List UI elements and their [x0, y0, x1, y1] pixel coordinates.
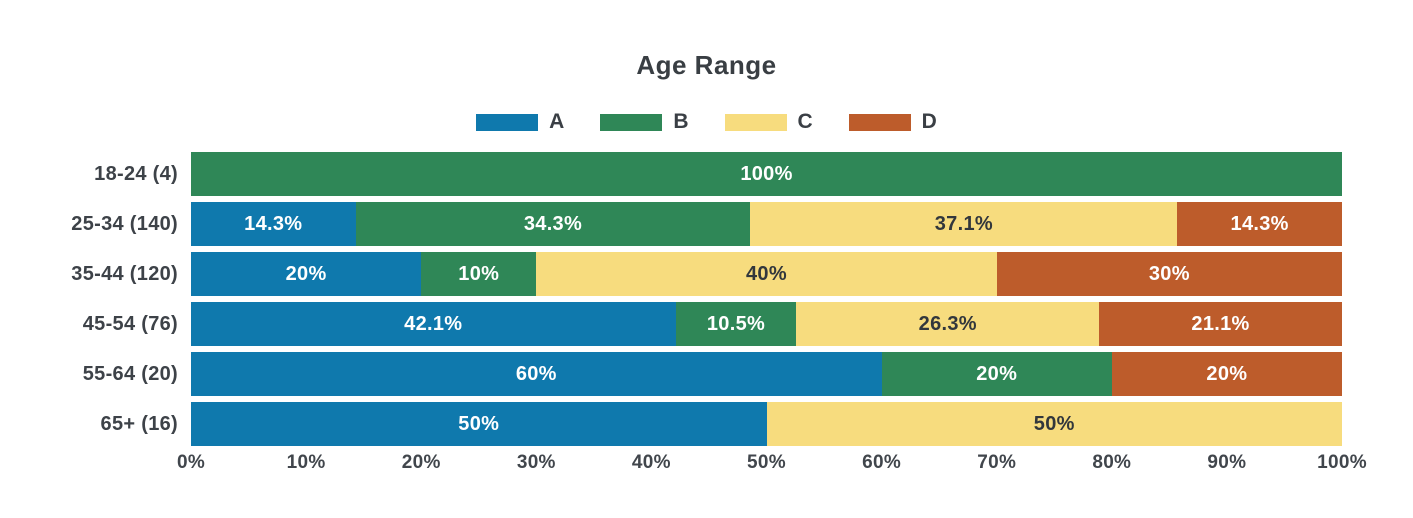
bar-row: 45-54 (76) 42.1% 10.5% 26.3% 21.1% — [0, 302, 1413, 346]
bar-segment-label: 20% — [976, 362, 1018, 385]
bar-segment-A: 42.1% — [191, 302, 676, 346]
bar-segment-D: 20% — [1111, 352, 1342, 396]
x-tick-label: 30% — [516, 452, 556, 473]
bar-segment-label: 21.1% — [1191, 312, 1250, 335]
bar-segment-B: 20% — [881, 352, 1112, 396]
x-tick-label: 100% — [1317, 452, 1367, 473]
bar-segment-label: 50% — [458, 412, 500, 435]
chart-title: Age Range — [636, 50, 777, 80]
bar-segment-label: 100% — [740, 162, 793, 185]
bar-segment-label: 60% — [515, 362, 557, 385]
legend-item-A: A — [476, 110, 564, 134]
bar-track: 100% — [191, 152, 1342, 196]
bar-row: 25-34 (140) 14.3% 34.3% 37.1% 14.3% — [0, 202, 1413, 246]
legend-label-D: D — [921, 110, 937, 133]
bar-segment-C: 26.3% — [796, 302, 1100, 346]
bar-row: 65+ (16) 50% 50% — [0, 402, 1413, 446]
bar-row: 35-44 (120) 20% 10% 40% 30% — [0, 252, 1413, 296]
y-axis-label: 18-24 (4) — [94, 162, 178, 185]
x-tick-label: 20% — [401, 452, 441, 473]
bar-segment-label: 14.3% — [1230, 212, 1289, 235]
bar-segment-C: 37.1% — [750, 202, 1178, 246]
bar-segment-label: 14.3% — [244, 212, 303, 235]
x-tick-label: 80% — [1092, 452, 1132, 473]
x-tick-label: 40% — [631, 452, 671, 473]
x-axis: 0% 10% 20% 30% 40% 50% 60% 70% 80% 90% 100% — [177, 452, 1367, 480]
bar-segment-label: 20% — [1206, 362, 1248, 385]
bar-segment-label: 37.1% — [934, 212, 993, 235]
bar-segment-label: 20% — [285, 262, 327, 285]
legend-item-D: D — [848, 110, 937, 134]
bar-segment-B: 10% — [421, 252, 537, 296]
legend-swatch-B — [600, 113, 663, 131]
bar-segment-A: 60% — [191, 352, 882, 396]
bar-segment-label: 50% — [1033, 412, 1075, 435]
bar-segment-B: 100% — [191, 152, 1342, 196]
legend-swatch-A — [476, 113, 539, 131]
bar-segment-C: 40% — [536, 252, 997, 296]
x-tick-label: 70% — [977, 452, 1017, 473]
bar-segment-D: 14.3% — [1177, 202, 1342, 246]
legend-label-C: C — [797, 110, 813, 133]
y-axis-label: 65+ (16) — [100, 412, 178, 435]
bar-segment-D: 30% — [996, 252, 1342, 296]
bar-segment-label: 34.3% — [523, 212, 583, 235]
y-axis-label: 35-44 (120) — [71, 262, 178, 285]
bar-track: 50% 50% — [191, 402, 1342, 446]
bar-row: 55-64 (20) 60% 20% 20% — [0, 352, 1413, 396]
bars-area: 18-24 (4) 100% 25-34 (140) 14.3% 34.3% 37.1% 1… — [0, 152, 1413, 446]
bar-segment-B: 34.3% — [355, 202, 751, 246]
y-axis-label: 55-64 (20) — [82, 362, 178, 385]
bar-segment-label: 10% — [458, 262, 500, 285]
legend-swatch-C — [724, 113, 787, 131]
bar-track: 42.1% 10.5% 26.3% 21.1% — [191, 302, 1342, 346]
bar-track: 20% 10% 40% 30% — [191, 252, 1342, 296]
legend-item-B: B — [600, 110, 689, 134]
bar-track: 60% 20% 20% — [191, 352, 1342, 396]
bar-segment-A: 20% — [191, 252, 422, 296]
bar-segment-label: 10.5% — [706, 312, 766, 335]
bar-segment-label: 30% — [1148, 262, 1190, 285]
x-tick-label: 10% — [286, 452, 326, 473]
x-tick-label: 0% — [176, 452, 206, 473]
y-axis-label: 45-54 (76) — [82, 312, 178, 335]
x-tick-label: 60% — [862, 452, 902, 473]
x-tick-label: 90% — [1207, 452, 1247, 473]
bar-segment-A: 14.3% — [191, 202, 356, 246]
y-axis-label: 25-34 (140) — [71, 212, 178, 235]
bar-segment-C: 50% — [766, 402, 1342, 446]
legend-label-B: B — [673, 110, 689, 133]
bar-track: 14.3% 34.3% 37.1% 14.3% — [191, 202, 1342, 246]
legend: A B C D — [0, 110, 1413, 134]
legend-item-C: C — [724, 110, 813, 134]
bar-segment-label: 26.3% — [918, 312, 977, 335]
bar-segment-label: 42.1% — [404, 312, 463, 335]
legend-label-A: A — [549, 110, 565, 133]
legend-swatch-D — [848, 113, 911, 131]
bar-segment-label: 40% — [746, 262, 787, 285]
bar-segment-B: 10.5% — [675, 302, 797, 346]
bar-segment-D: 21.1% — [1099, 302, 1342, 346]
x-tick-label: 50% — [747, 452, 786, 473]
bar-segment-A: 50% — [191, 402, 767, 446]
bar-row: 18-24 (4) 100% — [0, 152, 1413, 196]
